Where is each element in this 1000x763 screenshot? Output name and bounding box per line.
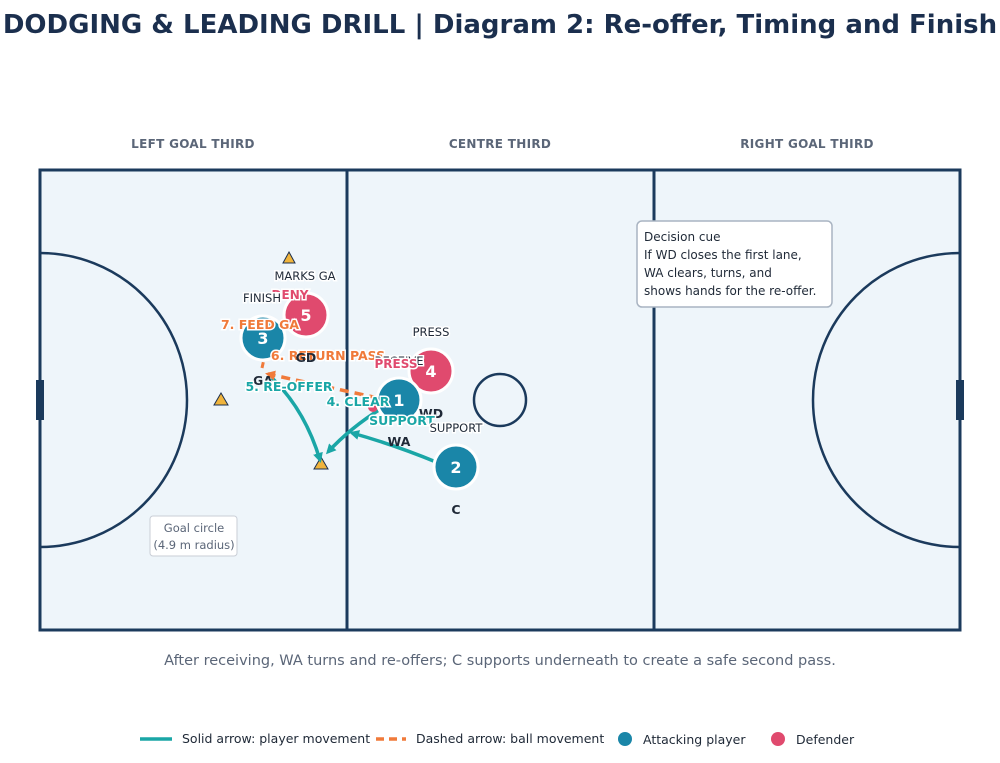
solid-arrow-icon xyxy=(140,736,172,741)
tag-marks-ga: MARKS GA xyxy=(274,269,335,283)
goal-post-left xyxy=(36,380,44,420)
svg-text:Goal circle: Goal circle xyxy=(164,521,224,535)
goal-circle-note: Goal circle (4.9 m radius) xyxy=(149,515,238,557)
svg-text:If WD closes the first lane,: If WD closes the first lane, xyxy=(644,248,802,262)
legend-label: Attacking player xyxy=(643,731,746,747)
label-feed-ga: 7. FEED GA xyxy=(221,317,299,332)
player-1-attacker: 1 xyxy=(375,376,423,424)
goal-post-right xyxy=(956,380,964,420)
role-c: C xyxy=(451,502,460,517)
tag-support-c: SUPPORT xyxy=(430,421,484,435)
svg-text:shows hands for the re-offer.: shows hands for the re-offer. xyxy=(644,284,816,298)
movement-arrow-wa-reoffer xyxy=(270,376,323,463)
legend-label: Defender xyxy=(796,731,855,747)
legend-label: Dashed arrow: ball movement xyxy=(416,731,605,746)
svg-text:Decision cue: Decision cue xyxy=(644,230,721,244)
player-5-defender: 5 xyxy=(282,291,330,339)
svg-text:5: 5 xyxy=(300,306,311,325)
svg-text:4: 4 xyxy=(425,362,436,381)
legend-item-attacking-player: Attacking player xyxy=(617,731,746,747)
svg-text:WA clears, turns, and: WA clears, turns, and xyxy=(644,266,772,280)
player-3-attacker: 3 xyxy=(239,314,287,362)
label-return-pass: 6. RETURN PASS xyxy=(271,348,385,363)
svg-text:3: 3 xyxy=(257,329,268,348)
tag-press: PRESS xyxy=(413,325,450,339)
tag-deny: DENY xyxy=(272,288,309,302)
svg-text:(4.9 m radius): (4.9 m radius) xyxy=(153,538,234,552)
svg-text:2: 2 xyxy=(450,458,461,477)
cone-icon xyxy=(213,392,229,406)
cone-icon xyxy=(282,250,296,264)
centre-circle xyxy=(472,372,528,428)
goal-circle-right xyxy=(811,251,961,549)
diagram-caption: After receiving, WA turns and re-offers;… xyxy=(164,653,836,669)
cone-icon xyxy=(313,456,329,470)
ball-arrow-return-pass xyxy=(265,370,379,400)
legend-item-ball-movement: Dashed arrow: ball movement xyxy=(376,731,604,746)
attacker-dot-icon xyxy=(618,732,632,746)
zone-label-centre: CENTRE THIRD xyxy=(448,137,552,151)
tag-press-defender: PRESS xyxy=(375,357,418,371)
legend: Solid arrow: player movement Dashed arro… xyxy=(0,731,1000,751)
role-receive: RECEIVE xyxy=(374,354,423,368)
role-wd: WD xyxy=(419,406,443,421)
legend-item-defender: Defender xyxy=(770,731,854,747)
ball xyxy=(368,402,378,412)
label-reoffer: 5. RE-OFFER xyxy=(245,379,332,394)
goal-circle-left xyxy=(39,251,189,549)
decision-cue-box: Decision cue If WD closes the first lane… xyxy=(636,220,833,308)
dashed-arrow-icon xyxy=(376,736,406,741)
page-title: DODGING & LEADING DRILL | Diagram 2: Re-… xyxy=(2,10,998,40)
defender-dot-icon xyxy=(771,732,785,746)
label-clear: 4. CLEAR xyxy=(327,394,390,409)
movement-arrow-c-support xyxy=(349,430,437,464)
zone-label-left: LEFT GOAL THIRD xyxy=(131,137,255,151)
zone-label-right: RIGHT GOAL THIRD xyxy=(740,137,874,151)
tag-finish: FINISH xyxy=(243,291,281,305)
role-gd: GD xyxy=(296,350,317,365)
role-wa: WA xyxy=(388,434,411,449)
tag-support-wd: SUPPORT xyxy=(369,413,435,428)
role-ga: GA xyxy=(253,373,273,388)
player-4-defender: 4 xyxy=(407,347,455,395)
legend-label: Solid arrow: player movement xyxy=(182,731,371,746)
svg-text:1: 1 xyxy=(393,391,404,410)
player-2-attacker: 2 xyxy=(432,443,480,491)
legend-item-player-movement: Solid arrow: player movement xyxy=(140,731,370,746)
movement-arrow-wa-clear xyxy=(325,406,383,455)
